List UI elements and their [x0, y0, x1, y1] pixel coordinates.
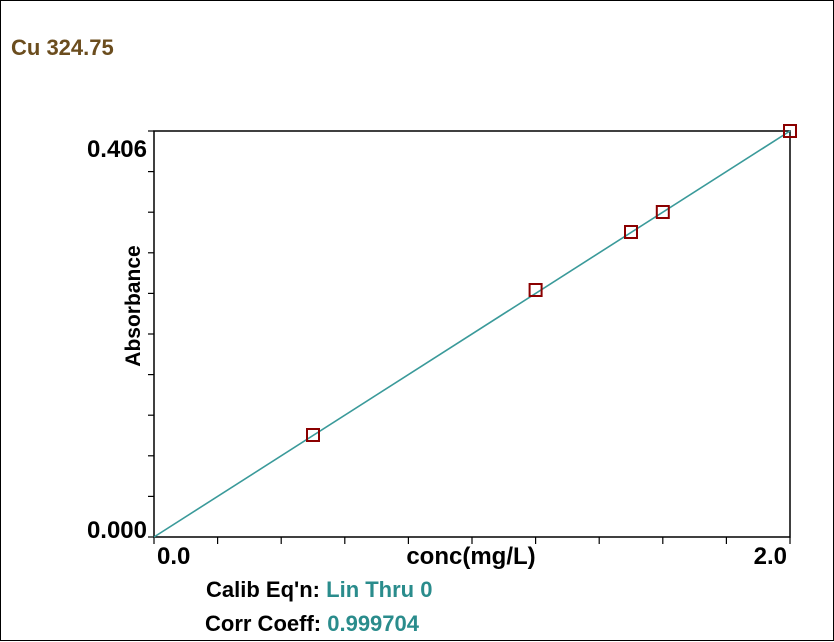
calib-eqn-value: Lin Thru 0: [326, 577, 433, 602]
y-tick-label-min: 0.000: [87, 517, 147, 544]
x-tick-label-min: 0.0: [157, 543, 190, 570]
x-tick-label-max: 2.0: [754, 543, 787, 570]
fit-line: [153, 130, 791, 538]
data-point-5: [783, 124, 797, 138]
x-ticks: [153, 537, 791, 544]
data-point-4: [655, 205, 670, 219]
data-point-3: [624, 225, 638, 239]
corr-coeff-label: Corr Coeff:: [205, 611, 322, 636]
data-point-1: [306, 428, 320, 442]
calib-eqn-label: Calib Eq'n:: [206, 577, 321, 602]
data-point-2: [528, 283, 543, 297]
y-tick-label-max: 0.406: [87, 136, 147, 163]
y-ticks: [148, 130, 154, 538]
corr-coeff-value: 0.999704: [327, 611, 419, 636]
x-axis-label: conc(mg/L): [406, 543, 535, 570]
calib-eqn-line: Calib Eq'n: Lin Thru 0: [206, 577, 432, 603]
data-points: [306, 124, 797, 442]
chart-title: Cu 324.75: [11, 35, 114, 60]
corr-coeff-line: Corr Coeff: 0.999704: [205, 611, 419, 637]
y-axis-label: Absorbance: [122, 245, 145, 366]
